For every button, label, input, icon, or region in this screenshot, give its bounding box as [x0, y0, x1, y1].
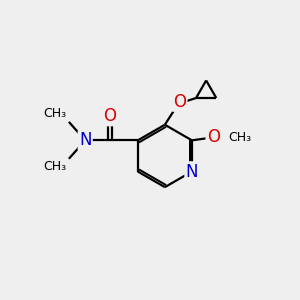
Text: N: N [79, 131, 92, 149]
Text: CH₃: CH₃ [44, 107, 67, 120]
Text: O: O [207, 128, 220, 146]
Text: CH₃: CH₃ [229, 131, 252, 144]
Text: N: N [186, 163, 198, 181]
Text: O: O [103, 107, 116, 125]
Text: O: O [173, 93, 186, 111]
Text: CH₃: CH₃ [44, 160, 67, 173]
